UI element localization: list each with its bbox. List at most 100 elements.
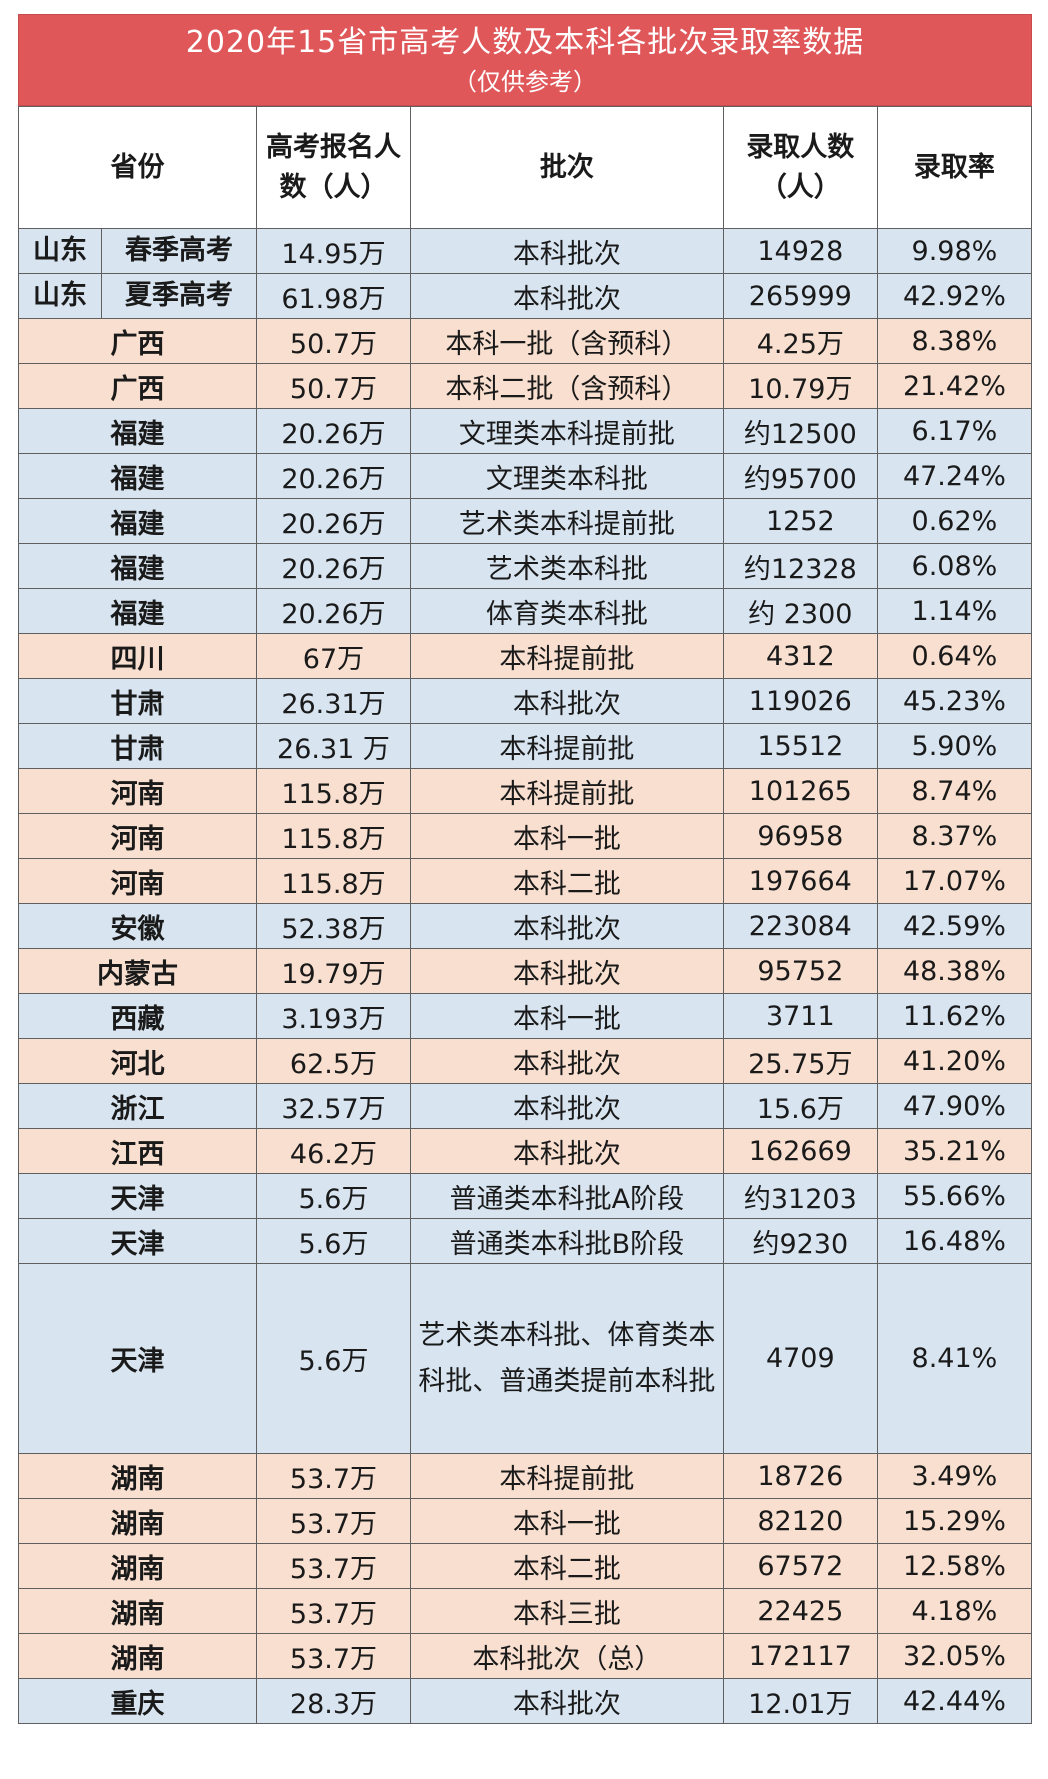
- rate-cell: 0.64%: [876, 633, 1033, 679]
- admitted-cell: 15512: [722, 723, 878, 769]
- rate-cell: 17.07%: [876, 858, 1033, 904]
- admitted-cell: 119026: [722, 678, 878, 724]
- table-row: 福建 20.26万 艺术类本科批 约12328 6.08%: [18, 543, 1033, 589]
- applicants-cell: 115.8万: [255, 858, 412, 904]
- province-cell: 河南: [18, 768, 257, 814]
- batch-cell: 文理类本科提前批: [410, 408, 724, 454]
- applicants-cell: 53.7万: [255, 1588, 412, 1634]
- admitted-cell: 223084: [722, 903, 878, 949]
- batch-cell: 体育类本科批: [410, 588, 724, 634]
- rate-cell: 45.23%: [876, 678, 1033, 724]
- province-cell: 湖南: [18, 1498, 257, 1544]
- batch-cell: 本科二批（含预科）: [410, 363, 724, 409]
- table-row: 湖南 53.7万 本科提前批 18726 3.49%: [18, 1453, 1033, 1499]
- table-row: 福建 20.26万 文理类本科批 约95700 47.24%: [18, 453, 1033, 499]
- page-subtitle: （仅供参考）: [453, 68, 597, 96]
- province-cell: 西藏: [18, 993, 257, 1039]
- province-split: 山东 春季高考: [19, 229, 255, 273]
- table-body: 山东 春季高考 14.95万 本科批次 14928 9.98% 山东 夏季高考 61.98万 本科…: [18, 228, 1033, 1724]
- applicants-cell: 3.193万: [255, 993, 412, 1039]
- applicants-cell: 26.31万: [255, 678, 412, 724]
- applicants-cell: 50.7万: [255, 363, 412, 409]
- admitted-cell: 14928: [722, 228, 878, 274]
- rate-cell: 8.38%: [876, 318, 1033, 364]
- table-row: 重庆 28.3万 本科批次 12.01万 42.44%: [18, 1678, 1033, 1724]
- admitted-cell: 82120: [722, 1498, 878, 1544]
- applicants-cell: 52.38万: [255, 903, 412, 949]
- province-cell: 河北: [18, 1038, 257, 1084]
- province-cell: 天津: [18, 1218, 257, 1264]
- batch-cell: 本科提前批: [410, 633, 724, 679]
- table-row: 山东 夏季高考 61.98万 本科批次 265999 42.92%: [18, 273, 1033, 319]
- admission-table-container: 2020年15省市高考人数及本科各批次录取率数据 （仅供参考） 省份 高考报名人…: [18, 14, 1033, 1724]
- applicants-cell: 5.6万: [255, 1173, 412, 1219]
- batch-cell: 本科批次: [410, 1678, 724, 1724]
- batch-cell: 本科批次: [410, 273, 724, 319]
- applicants-cell: 67万: [255, 633, 412, 679]
- admitted-cell: 67572: [722, 1543, 878, 1589]
- rate-cell: 9.98%: [876, 228, 1033, 274]
- province-name: 山东: [19, 229, 102, 273]
- rate-cell: 1.14%: [876, 588, 1033, 634]
- admitted-cell: 25.75万: [722, 1038, 878, 1084]
- rate-cell: 15.29%: [876, 1498, 1033, 1544]
- admission-data-table: 省份 高考报名人 数（人） 批次 录取人数（人） 录取率 山东 春季高考 14.95…: [18, 106, 1033, 1724]
- table-row: 江西 46.2万 本科批次 162669 35.21%: [18, 1128, 1033, 1174]
- table-row: 福建 20.26万 体育类本科批约 2300 1.14%: [18, 588, 1033, 634]
- rate-cell: 21.42%: [876, 363, 1033, 409]
- header-admitted: 录取人数（人）: [722, 106, 878, 229]
- admitted-cell: 4312: [722, 633, 878, 679]
- table-row: 天津 5.6万 普通类本科批A阶段 约31203 55.66%: [18, 1173, 1033, 1219]
- table-row: 河南 115.8万 本科提前批 101265 8.74%: [18, 768, 1033, 814]
- batch-cell: 本科批次: [410, 903, 724, 949]
- province-cell: 内蒙古: [18, 948, 257, 994]
- batch-cell: 本科批次: [410, 948, 724, 994]
- rate-cell: 55.66%: [876, 1173, 1033, 1219]
- province-cell: 广西: [18, 318, 257, 364]
- table-row: 福建 20.26万 艺术类本科提前批 1252 0.62%: [18, 498, 1033, 544]
- table-row: 湖南 53.7万 本科二批 67572 12.58%: [18, 1543, 1033, 1589]
- table-row: 河北 62.5万 本科批次 25.75万 41.20%: [18, 1038, 1033, 1084]
- province-cell: 安徽: [18, 903, 257, 949]
- rate-cell: 42.44%: [876, 1678, 1033, 1724]
- applicants-cell: 26.31 万: [255, 723, 412, 769]
- applicants-cell: 14.95万: [255, 228, 412, 274]
- province-cell: 湖南: [18, 1633, 257, 1679]
- province-cell: 重庆: [18, 1678, 257, 1724]
- applicants-cell: 28.3万: [255, 1678, 412, 1724]
- province-cell: 河南: [18, 858, 257, 904]
- admitted-cell: 约12328: [722, 543, 878, 589]
- table-header-row: 省份 高考报名人 数（人） 批次 录取人数（人） 录取率: [18, 106, 1033, 229]
- page-title: 2020年15省市高考人数及本科各批次录取率数据: [185, 25, 865, 60]
- admitted-cell: 265999: [722, 273, 878, 319]
- table-row: 西藏 3.193万 本科一批 3711 11.62%: [18, 993, 1033, 1039]
- table-row: 浙江 32.57万 本科批次 15.6万 47.90%: [18, 1083, 1033, 1129]
- admitted-cell: 3711: [722, 993, 878, 1039]
- rate-cell: 47.24%: [876, 453, 1033, 499]
- rate-cell: 3.49%: [876, 1453, 1033, 1499]
- province-cell: 福建: [18, 453, 257, 499]
- province-cell: 甘肃: [18, 723, 257, 769]
- admitted-cell: 101265: [722, 768, 878, 814]
- batch-cell: 本科三批: [410, 1588, 724, 1634]
- admitted-cell: 95752: [722, 948, 878, 994]
- applicants-cell: 19.79万: [255, 948, 412, 994]
- rate-cell: 35.21%: [876, 1128, 1033, 1174]
- table-row: 河南 115.8万 本科二批 197664 17.07%: [18, 858, 1033, 904]
- province-cell: 湖南: [18, 1588, 257, 1634]
- applicants-cell: 20.26万: [255, 543, 412, 589]
- rate-cell: 32.05%: [876, 1633, 1033, 1679]
- applicants-cell: 50.7万: [255, 318, 412, 364]
- batch-cell: 本科批次: [410, 1083, 724, 1129]
- batch-cell: 本科提前批: [410, 768, 724, 814]
- rate-cell: 47.90%: [876, 1083, 1033, 1129]
- admitted-cell: 197664: [722, 858, 878, 904]
- rate-cell: 42.59%: [876, 903, 1033, 949]
- batch-cell: 本科批次: [410, 678, 724, 724]
- province-cell: 山东 春季高考: [18, 228, 257, 274]
- province-cell: 福建: [18, 408, 257, 454]
- applicants-cell: 20.26万: [255, 588, 412, 634]
- table-row: 广西 50.7万 本科一批（含预科） 4.25万 8.38%: [18, 318, 1033, 364]
- rate-cell: 48.38%: [876, 948, 1033, 994]
- rate-cell: 42.92%: [876, 273, 1033, 319]
